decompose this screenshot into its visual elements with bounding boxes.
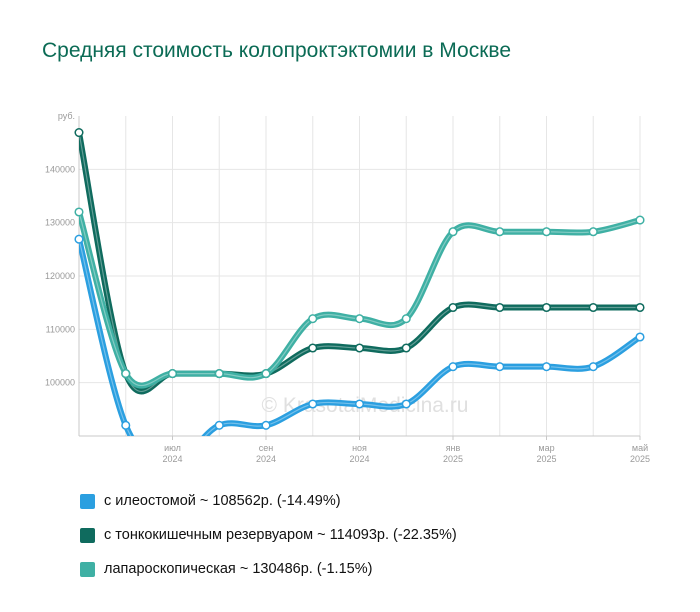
y-tick-label: 130000: [45, 218, 75, 228]
series-line-1: [79, 129, 643, 395]
data-point[interactable]: [448, 362, 458, 372]
data-point[interactable]: [354, 399, 365, 409]
data-point[interactable]: [74, 207, 84, 217]
legend-label-reservoir: с тонкокишечным резервуаром ~ 114093р. (…: [104, 527, 457, 543]
x-tick-label-month: сен: [259, 443, 274, 453]
data-point[interactable]: [308, 399, 318, 409]
y-tick-label: 110000: [46, 324, 75, 334]
legend-swatch-reservoir: [80, 527, 95, 543]
data-point[interactable]: [74, 127, 84, 138]
x-tick-label-year: 2024: [349, 454, 369, 464]
y-tick-label: 140000: [45, 164, 75, 174]
y-axis-label: руб.: [58, 111, 75, 121]
series-line-highlight-1: [79, 132, 640, 392]
data-point[interactable]: [167, 369, 178, 379]
data-point[interactable]: [401, 314, 411, 324]
data-point[interactable]: [121, 369, 131, 379]
data-point[interactable]: [448, 302, 458, 313]
data-point[interactable]: [261, 420, 271, 430]
x-tick-label-month: янв: [446, 443, 461, 453]
data-point[interactable]: [354, 314, 365, 324]
data-point[interactable]: [541, 362, 552, 372]
data-point[interactable]: [588, 362, 598, 372]
x-tick-label-month: ноя: [352, 443, 367, 453]
line-chart: © KrasotaiMedicina.ru 100000110000120000…: [45, 111, 650, 464]
data-point[interactable]: [495, 302, 505, 313]
x-tick-label-month: май: [632, 443, 648, 453]
legend-item-ileostomy[interactable]: с илеостомой ~ 108562р. (-14.49%): [80, 484, 457, 518]
legend-swatch-laparoscopic: [80, 561, 95, 577]
series-line-2: [79, 209, 643, 389]
data-point[interactable]: [214, 369, 224, 379]
legend-item-laparoscopic[interactable]: лапароскопическая ~ 130486р. (-1.15%): [80, 552, 457, 586]
legend-label-ileostomy: с илеостомой ~ 108562р. (-14.49%): [104, 493, 341, 509]
x-tick-label-year: 2024: [256, 454, 276, 464]
x-tick-label-year: 2025: [536, 454, 556, 464]
data-point[interactable]: [588, 227, 598, 237]
chart-legend: с илеостомой ~ 108562р. (-14.49%) с тонк…: [80, 484, 457, 586]
data-point[interactable]: [635, 215, 645, 225]
data-point[interactable]: [74, 234, 84, 244]
legend-item-reservoir[interactable]: с тонкокишечным резервуаром ~ 114093р. (…: [80, 518, 457, 552]
data-point[interactable]: [635, 302, 645, 313]
x-tick-label-year: 2025: [443, 454, 463, 464]
data-point[interactable]: [448, 227, 458, 237]
data-point[interactable]: [541, 302, 552, 313]
data-point[interactable]: [308, 314, 318, 324]
data-point[interactable]: [495, 362, 505, 372]
data-point[interactable]: [588, 302, 598, 313]
data-point[interactable]: [401, 343, 411, 353]
data-point[interactable]: [261, 369, 271, 379]
data-point[interactable]: [495, 227, 505, 237]
y-tick-label: 100000: [45, 378, 75, 388]
chart-title: Средняя стоимость колопроктэктомии в Мос…: [42, 39, 511, 62]
data-point[interactable]: [541, 227, 552, 237]
data-point[interactable]: [214, 420, 224, 430]
data-point[interactable]: [401, 399, 411, 409]
legend-swatch-ileostomy: [80, 493, 95, 509]
x-tick-label-month: мар: [538, 443, 554, 453]
data-point[interactable]: [635, 332, 645, 342]
data-point[interactable]: [308, 343, 318, 353]
legend-label-laparoscopic: лапароскопическая ~ 130486р. (-1.15%): [104, 561, 373, 577]
series-line-highlight-2: [79, 211, 641, 387]
x-tick-label-year: 2024: [162, 454, 182, 464]
data-point[interactable]: [354, 343, 365, 353]
y-tick-label: 120000: [45, 271, 75, 281]
x-tick-label-year: 2025: [630, 454, 650, 464]
x-tick-label-month: июл: [164, 443, 181, 453]
data-point[interactable]: [121, 420, 131, 430]
